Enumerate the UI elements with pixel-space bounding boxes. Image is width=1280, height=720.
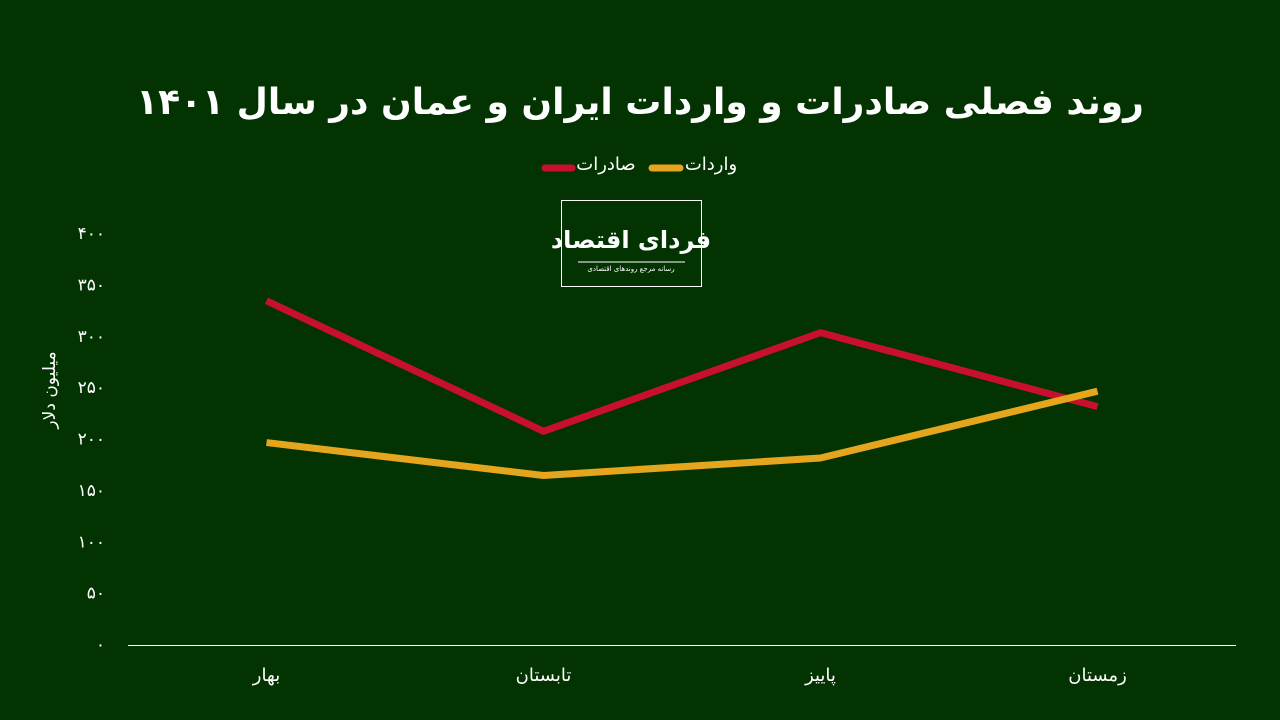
- legend-label: صادرات: [576, 154, 635, 175]
- x-tick-label: بهار: [252, 665, 280, 686]
- x-tick-label: زمستان: [1068, 665, 1127, 686]
- y-tick-label: ۴۰۰: [78, 224, 105, 244]
- y-axis-title: میلیون دلار: [40, 351, 60, 429]
- y-tick-label: ۰: [96, 635, 105, 655]
- logo-name: فردای اقتصاد: [551, 226, 711, 254]
- chart-title: روند فصلی صادرات و واردات ایران و عمان د…: [136, 82, 1144, 123]
- y-tick-label: ۱۵۰: [78, 481, 105, 501]
- x-tick-label: پاییز: [804, 665, 836, 686]
- legend-label: واردات: [685, 154, 737, 175]
- logo: فردای اقتصاد رسانه مرجع روندهای اقتصادی: [551, 200, 711, 287]
- y-tick-label: ۳۵۰: [78, 275, 105, 295]
- y-tick-label: ۱۰۰: [78, 532, 105, 552]
- x-tick-label: تابستان: [516, 665, 572, 686]
- logo-tagline: رسانه مرجع روندهای اقتصادی: [587, 265, 674, 273]
- y-tick-label: ۳۰۰: [78, 327, 105, 347]
- y-tick-label: ۲۰۰: [78, 430, 105, 450]
- y-tick-label: ۲۵۰: [78, 378, 105, 398]
- series-line: [265, 297, 1099, 435]
- y-tick-label: ۵۰: [87, 584, 105, 604]
- series-line: [266, 387, 1099, 479]
- logo-frame: [561, 200, 702, 287]
